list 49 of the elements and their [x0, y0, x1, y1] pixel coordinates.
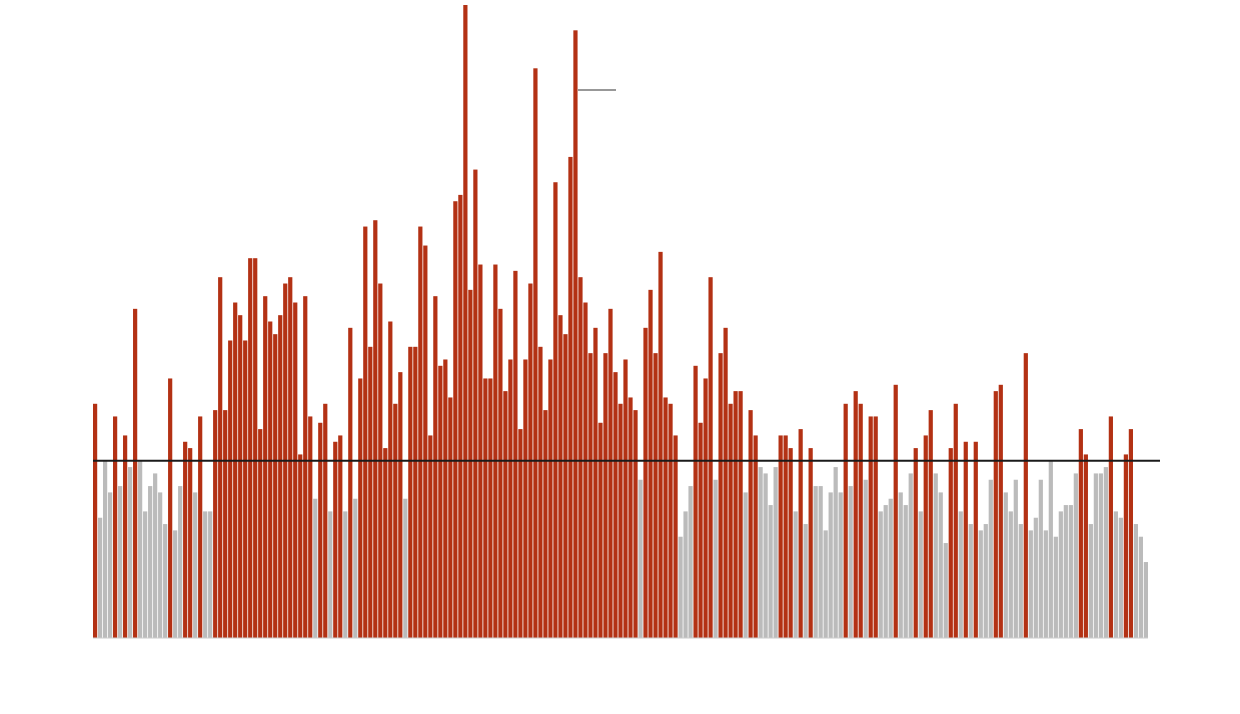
bar	[193, 492, 198, 638]
bar	[1103, 467, 1108, 638]
bar	[953, 403, 958, 638]
bar	[118, 486, 123, 638]
bar	[893, 384, 898, 638]
bar	[113, 416, 118, 638]
bar	[638, 479, 643, 638]
bar	[133, 308, 138, 638]
bar	[1023, 353, 1028, 638]
bar	[958, 511, 963, 638]
bar	[203, 511, 208, 638]
bar	[863, 479, 868, 638]
bar	[348, 327, 353, 638]
bar	[913, 448, 918, 638]
bar	[713, 479, 718, 638]
bar	[123, 435, 128, 638]
bar	[1108, 416, 1113, 638]
bar	[353, 498, 358, 638]
bar	[138, 460, 143, 638]
bar	[773, 467, 778, 638]
bar	[928, 410, 933, 638]
bar	[1128, 429, 1133, 638]
bar	[313, 498, 318, 638]
bar	[128, 467, 133, 638]
bar	[403, 498, 408, 638]
bar	[888, 498, 893, 638]
bar	[973, 441, 978, 638]
bar	[798, 429, 803, 638]
bar	[963, 441, 968, 638]
bar	[328, 511, 333, 638]
bar	[848, 486, 853, 638]
bar	[1073, 473, 1078, 638]
bar	[793, 511, 798, 638]
bar	[93, 403, 98, 638]
bar	[803, 524, 808, 638]
bar	[988, 479, 993, 638]
bar	[908, 473, 913, 638]
bar	[183, 441, 188, 638]
bar	[843, 403, 848, 638]
bar	[743, 492, 748, 638]
bar	[168, 378, 173, 638]
bar	[968, 524, 973, 638]
bar	[998, 384, 1003, 638]
bar	[408, 346, 413, 638]
bar	[873, 416, 878, 638]
bar	[198, 416, 203, 638]
bar	[808, 448, 813, 638]
bar	[343, 511, 348, 638]
bar	[918, 511, 923, 638]
